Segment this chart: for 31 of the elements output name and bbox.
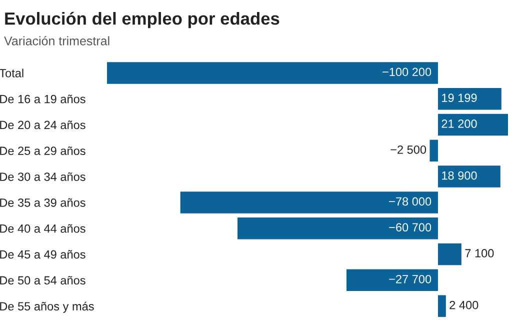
bar bbox=[346, 269, 438, 292]
bar bbox=[438, 88, 502, 110]
bar bbox=[430, 140, 438, 162]
y-tick-label: De 45 a 49 años bbox=[0, 250, 86, 259]
data-label: 7 100 bbox=[465, 249, 494, 258]
bar bbox=[438, 166, 500, 188]
bar bbox=[438, 295, 446, 317]
data-label: −60 700 bbox=[389, 223, 432, 232]
bar bbox=[237, 217, 438, 240]
data-label: 2 400 bbox=[450, 300, 478, 310]
data-label: −78 000 bbox=[389, 197, 432, 206]
y-tick-label: De 35 a 39 años bbox=[0, 198, 86, 207]
y-tick-label: De 50 a 54 años bbox=[0, 276, 86, 285]
y-tick-label: De 25 a 29 años bbox=[0, 146, 86, 156]
y-tick-label: De 16 a 19 años bbox=[0, 94, 86, 104]
chart-subtitle: Variación trimestral bbox=[4, 36, 110, 46]
y-tick-label: De 55 años y más bbox=[0, 302, 94, 313]
data-label: 21 200 bbox=[442, 120, 477, 128]
data-label: −2 500 bbox=[390, 145, 426, 154]
data-label: 19 199 bbox=[442, 94, 477, 102]
bar bbox=[438, 114, 508, 136]
bar bbox=[180, 192, 438, 214]
bar bbox=[107, 62, 438, 84]
y-tick-label: De 40 a 44 años bbox=[0, 224, 86, 233]
bar bbox=[438, 243, 462, 266]
data-label: 18 900 bbox=[442, 171, 477, 180]
y-tick-label: De 20 a 24 años bbox=[0, 120, 86, 130]
y-tick-label: De 30 a 34 años bbox=[0, 172, 86, 181]
data-label: −27 700 bbox=[389, 274, 432, 284]
data-label: −100 200 bbox=[382, 68, 432, 76]
chart-title: Evolución del empleo por edades bbox=[5, 12, 280, 28]
